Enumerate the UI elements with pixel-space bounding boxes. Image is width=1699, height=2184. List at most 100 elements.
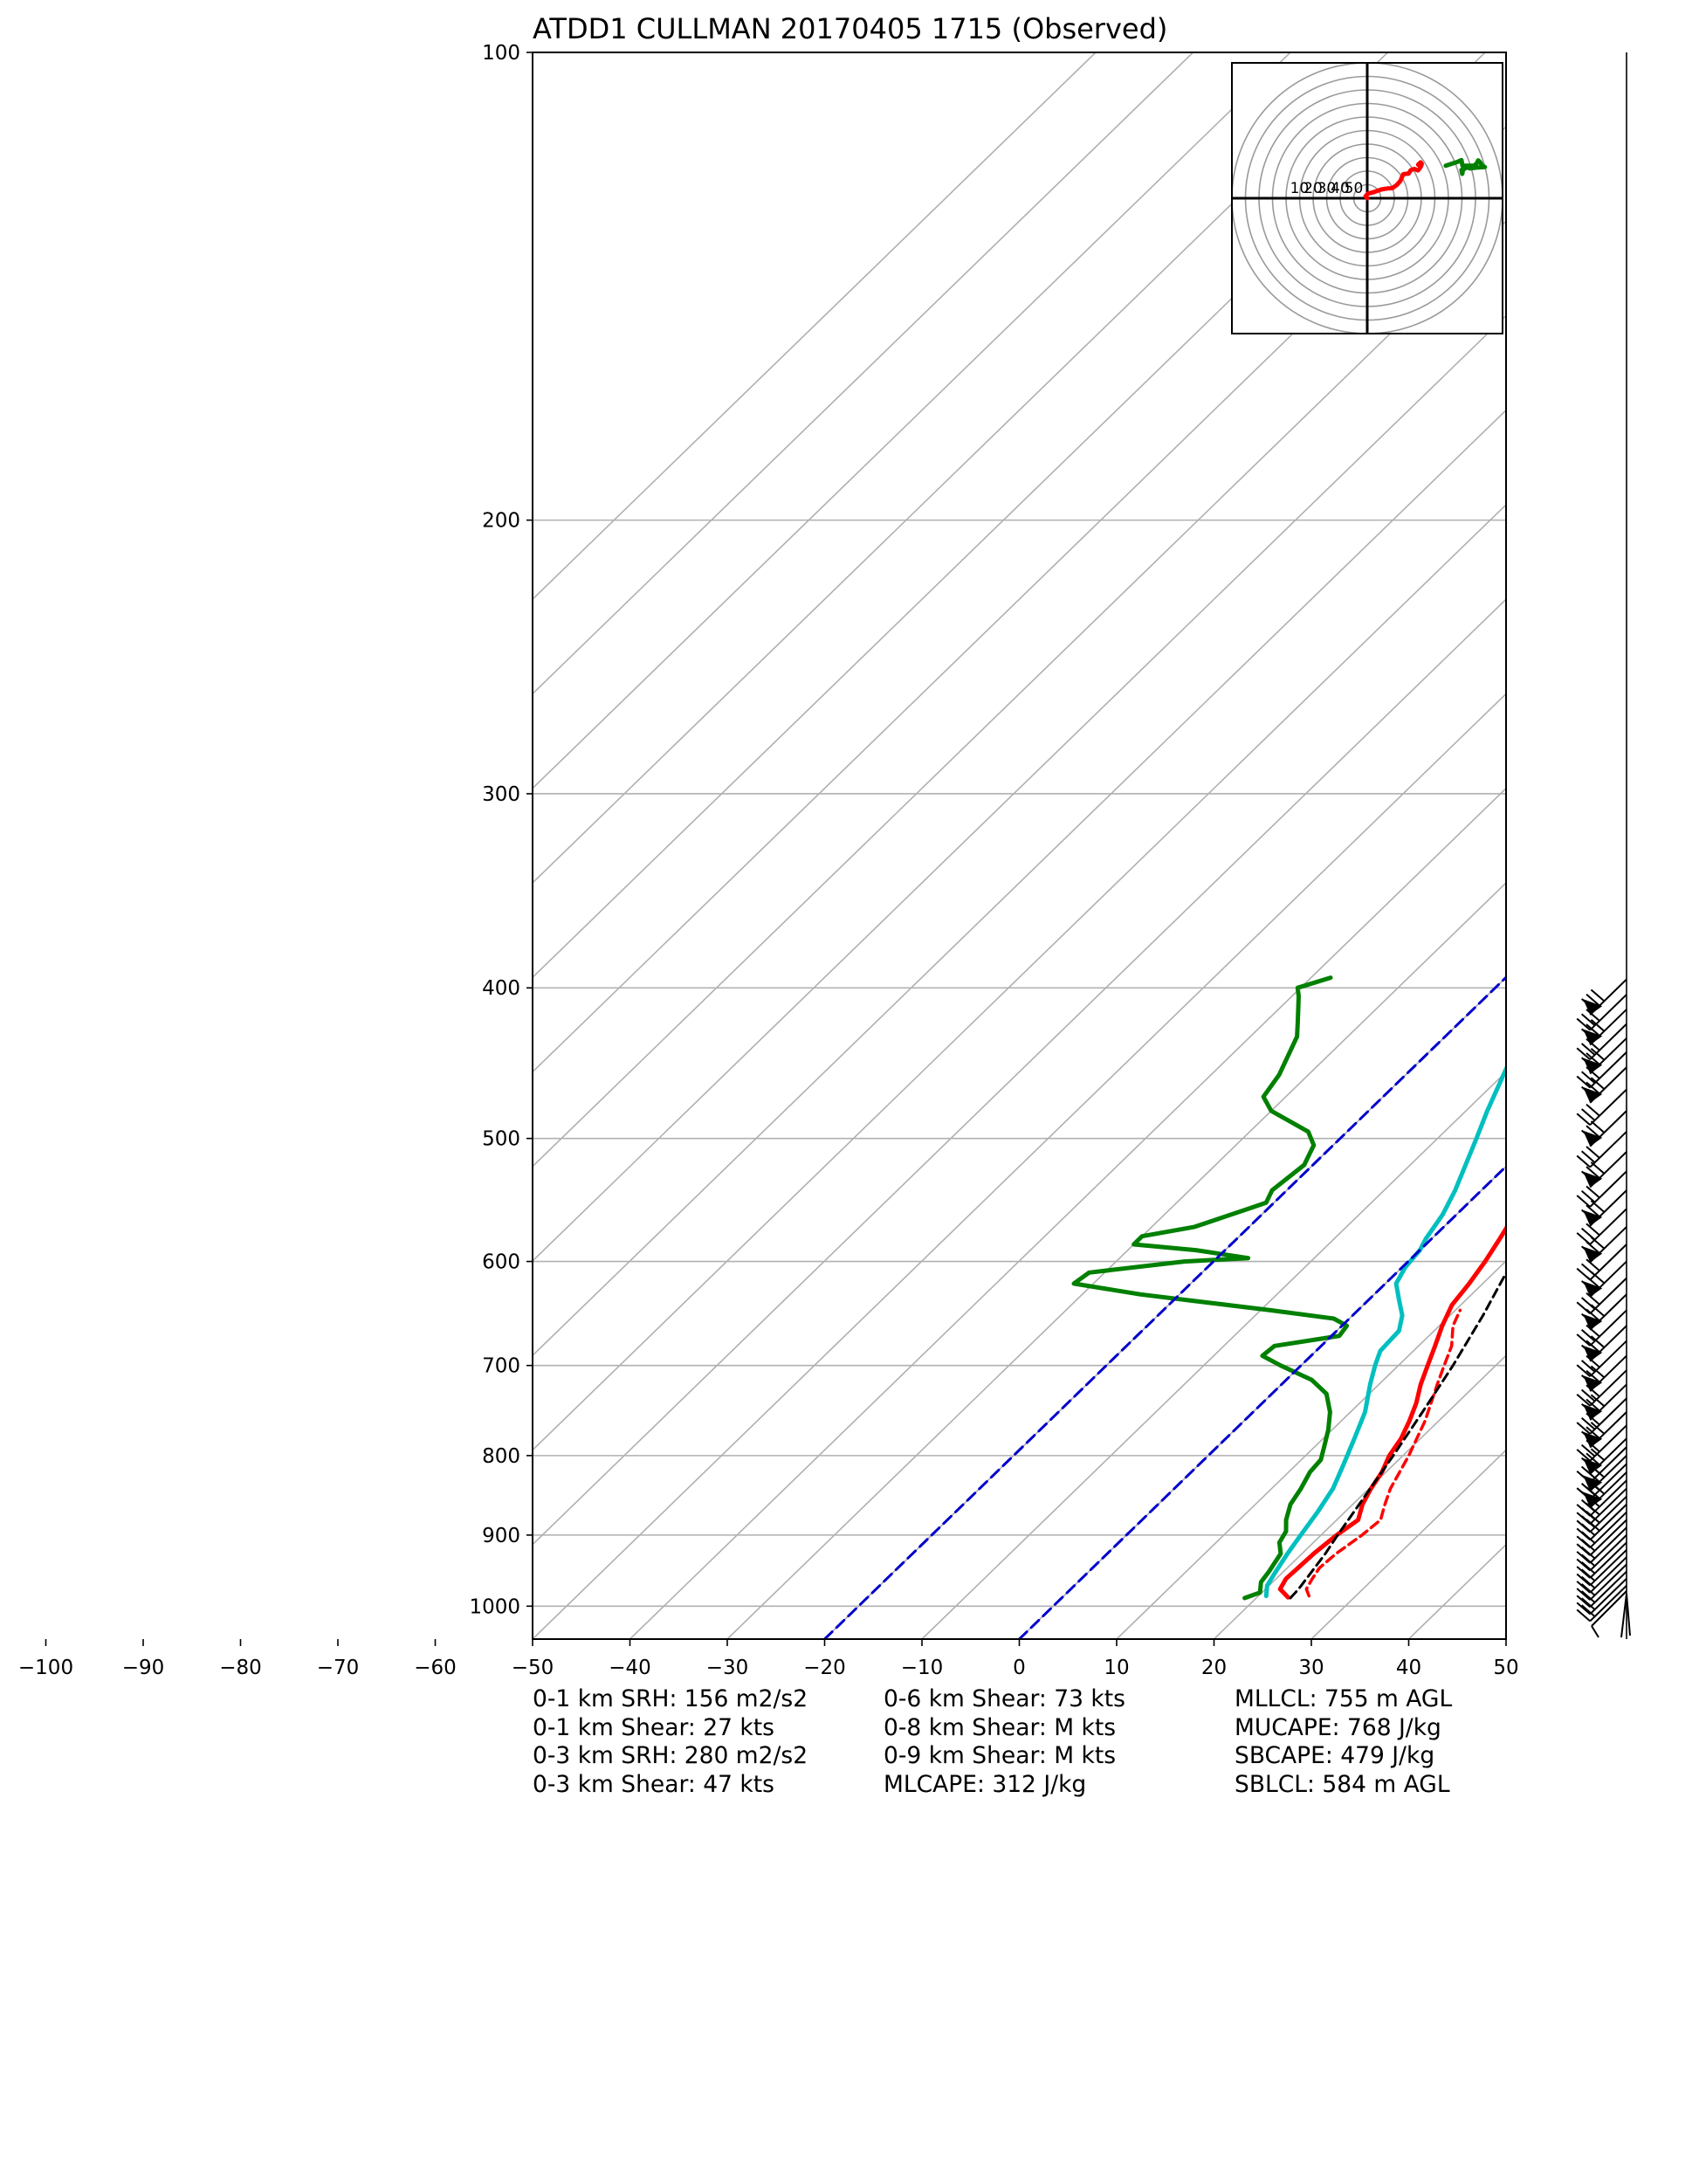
wind-barb-flag: [1583, 1345, 1603, 1361]
stat-shear-0-9km: 0-9 km Shear: M kts: [884, 1742, 1117, 1769]
wind-barb-feather: [1576, 1595, 1591, 1609]
isotherm-line: [533, 52, 1486, 979]
stat-srh-0-1km: 0-1 km SRH: 156 m2/s2: [533, 1685, 808, 1712]
wind-barb-feather: [1586, 1486, 1600, 1499]
y-tick-label: 700: [482, 1355, 520, 1378]
isotherm-line: [533, 314, 1506, 1263]
wind-barb-feather: [1586, 1185, 1600, 1199]
wind-barb-feather: [1580, 1189, 1596, 1203]
wind-barb-shaft: [1589, 1519, 1627, 1556]
series-line: [1277, 1223, 1506, 1600]
wind-barb-shaft: [1589, 1277, 1627, 1314]
wind-barb-shaft: [1589, 1585, 1627, 1622]
wind-barb-feather: [1576, 1333, 1591, 1347]
hodograph-ring-label: 30: [1317, 180, 1337, 197]
y-tick-label: 900: [482, 1525, 520, 1547]
wind-barb-feather: [1590, 1161, 1606, 1175]
x-tick-label: −90: [122, 1657, 165, 1679]
stats-column-3: MLLCL: 755 m AGL MUCAPE: 768 J/kg SBCAPE…: [1235, 1685, 1452, 1799]
x-tick-label: −60: [414, 1657, 457, 1679]
wind-barb-shaft: [1626, 1593, 1631, 1636]
wind-barb-feather: [1590, 1464, 1606, 1478]
isotherm-line: [533, 598, 1506, 1546]
wind-barb-feather: [1586, 1398, 1600, 1412]
wind-barb-feather: [1590, 1365, 1606, 1379]
isotherm-line: [533, 52, 1097, 601]
wind-barb-feather: [1590, 1271, 1606, 1285]
x-tick-label: 30: [1298, 1657, 1324, 1679]
stat-shear-0-1km: 0-1 km Shear: 27 kts: [533, 1713, 774, 1741]
wind-barb-shaft: [1589, 1088, 1627, 1126]
wind-barb-feather: [1580, 1129, 1596, 1143]
hodograph-ring-label: 40: [1331, 180, 1350, 197]
wind-barb-feather: [1576, 1449, 1591, 1462]
x-tick-label: −100: [18, 1657, 73, 1679]
isotherm-line: [533, 692, 1506, 1639]
wind-barb-feather: [1580, 1590, 1596, 1603]
wind-barb-feather: [1586, 1166, 1600, 1179]
wind-barb-feather: [1576, 1422, 1591, 1435]
stat-mllcl: MLLCL: 755 m AGL: [1235, 1685, 1453, 1712]
wind-barb-feather: [1586, 1275, 1600, 1289]
isotherm-line: [1116, 1259, 1506, 1639]
wind-barb-feather: [1580, 1568, 1596, 1581]
wind-barb-flag: [1583, 1086, 1603, 1103]
wind-barb-flag: [1583, 1404, 1603, 1421]
wind-barb-shaft: [1591, 1590, 1627, 1627]
profiles: [823, 975, 1506, 1639]
stats-column-1: 0-1 km SRH: 156 m2/s2 0-1 km Shear: 27 k…: [533, 1685, 808, 1799]
wind-barb-flag: [1583, 999, 1603, 1016]
series-line: [1304, 1308, 1462, 1598]
x-tick-label: −80: [219, 1657, 262, 1679]
isotherm-line: [533, 52, 1291, 789]
wind-barb-shaft: [1589, 1023, 1627, 1060]
wind-barb-feather: [1580, 1085, 1596, 1099]
wind-barb-feather: [1580, 1575, 1596, 1589]
wind-barb-feather: [1590, 1482, 1606, 1495]
wind-barb-feather: [1586, 1103, 1600, 1117]
wind-barb-feather: [1576, 1566, 1591, 1579]
wind-barb-feather: [1580, 1403, 1596, 1416]
wind-barb-feather: [1580, 1539, 1596, 1552]
wind-barb-shaft: [1589, 1487, 1627, 1525]
isotherm-line: [533, 409, 1506, 1357]
wind-barb-feather: [1590, 1120, 1606, 1133]
wind-barb-feather: [1586, 1412, 1600, 1426]
wind-barb-feather: [1586, 1023, 1600, 1037]
wind-barb-feather: [1586, 1511, 1600, 1524]
wind-barb-feather: [1580, 1057, 1596, 1071]
wind-barb-feather: [1590, 989, 1606, 1002]
wind-barb-feather: [1580, 1360, 1596, 1373]
wind-barb-feather: [1580, 1523, 1596, 1536]
wind-barb-feather: [1580, 1554, 1596, 1567]
wind-barb-flag: [1583, 1246, 1603, 1263]
wind-barb-feather: [1586, 1308, 1600, 1322]
wind-barb-shaft: [1589, 1244, 1627, 1281]
wind-barb-feather: [1586, 1452, 1600, 1466]
hodograph-trace-lower: [1363, 160, 1424, 201]
wind-barb-shaft: [1589, 1563, 1627, 1601]
wind-barb-flag: [1583, 1171, 1603, 1188]
stat-sbcape: SBCAPE: 479 J/kg: [1235, 1742, 1435, 1769]
wind-barbs: [1576, 52, 1631, 1639]
wind-barb-feather: [1586, 1066, 1600, 1079]
wind-barb-feather: [1586, 1439, 1600, 1453]
stat-shear-0-6km: 0-6 km Shear: 73 kts: [884, 1685, 1125, 1712]
stat-shear-0-8km: 0-8 km Shear: M kts: [884, 1713, 1117, 1741]
hodograph-ring-label: 50: [1345, 180, 1364, 197]
x-tick-label: 0: [1013, 1657, 1026, 1679]
wind-barb-feather: [1576, 1588, 1591, 1601]
wind-barb-shaft: [1589, 1556, 1627, 1594]
wind-barb-feather: [1586, 1369, 1600, 1383]
wind-barb-feather: [1586, 1470, 1600, 1483]
wind-barb-feather: [1580, 1150, 1596, 1164]
x-tick-label: −10: [901, 1657, 944, 1679]
x-tick-label: 10: [1104, 1657, 1129, 1679]
isotherm-line: [533, 52, 1194, 695]
wind-barb-feather: [1590, 1335, 1606, 1348]
wind-barb-feather: [1580, 1013, 1596, 1027]
